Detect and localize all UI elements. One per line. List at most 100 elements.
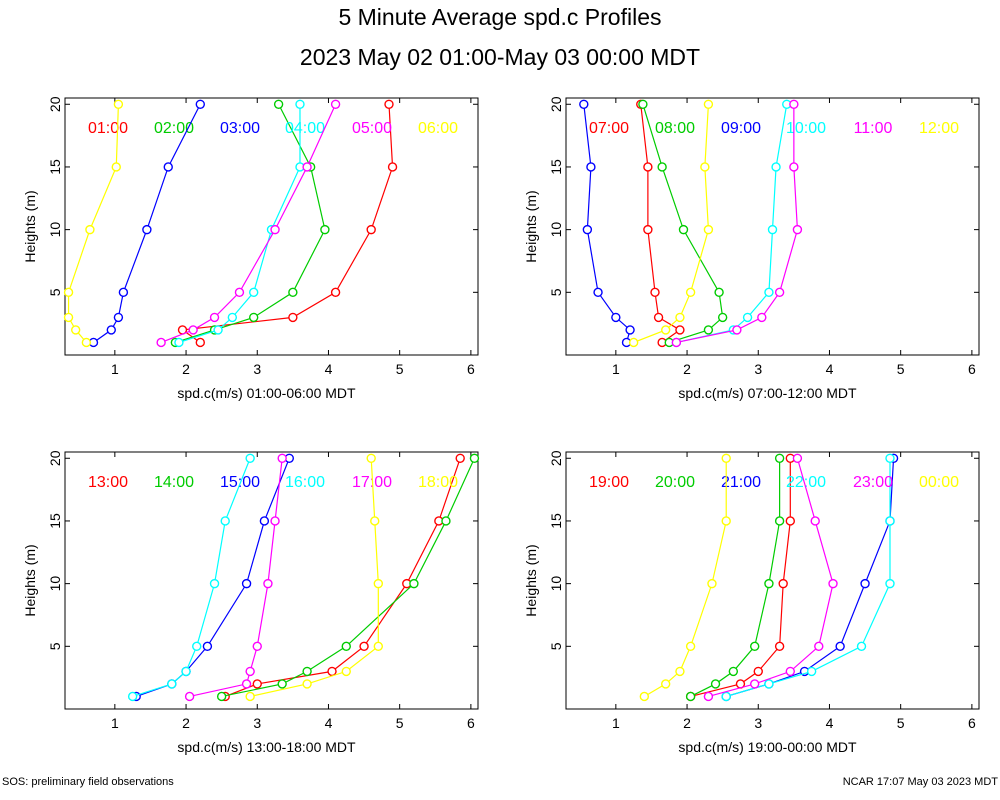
- data-point: [270, 224, 280, 235]
- y-tick-label: 5: [47, 288, 63, 296]
- x-axis-label: spd.c(m/s) 07:00-12:00 MDT: [678, 385, 857, 401]
- data-point: [638, 99, 648, 109]
- series-line: [708, 458, 834, 698]
- legend-entry: 09:00: [721, 120, 761, 137]
- data-point: [195, 337, 205, 348]
- series-0300: 03:00: [88, 99, 260, 348]
- data-point: [789, 99, 799, 109]
- x-tick-label: 4: [826, 361, 834, 377]
- data-point: [188, 325, 198, 335]
- data-point: [330, 287, 341, 298]
- y-tick-label: 20: [548, 450, 564, 466]
- data-point: [277, 679, 287, 689]
- data-point: [586, 162, 596, 172]
- data-point: [814, 641, 824, 652]
- data-point: [625, 325, 635, 335]
- legend-entry: 21:00: [721, 474, 761, 491]
- x-tick-label: 6: [467, 715, 475, 731]
- data-point: [885, 453, 895, 463]
- series-1400: 14:00: [154, 453, 480, 702]
- data-point: [209, 312, 220, 323]
- series-1700: 17:00: [184, 453, 392, 702]
- data-point: [195, 99, 205, 109]
- data-point: [330, 99, 341, 109]
- data-point: [341, 641, 351, 652]
- x-axis-label: spd.c(m/s) 01:00-06:00 MDT: [177, 385, 356, 401]
- x-tick-label: 5: [897, 361, 905, 377]
- data-point: [241, 679, 252, 689]
- data-point: [700, 162, 710, 172]
- data-point: [828, 578, 838, 589]
- series-1800: 18:00: [245, 453, 458, 702]
- series-0700: 07:00: [589, 99, 685, 348]
- data-point: [118, 287, 129, 298]
- legend-entry: 14:00: [154, 474, 194, 491]
- x-tick-label: 3: [754, 715, 762, 731]
- data-point: [675, 312, 685, 323]
- data-point: [885, 578, 895, 589]
- data-point: [288, 312, 298, 323]
- y-tick-label: 5: [548, 288, 564, 296]
- data-point: [778, 578, 788, 589]
- data-point: [209, 578, 220, 589]
- data-point: [678, 224, 689, 235]
- x-tick-label: 1: [612, 715, 620, 731]
- data-point: [728, 666, 739, 677]
- data-point: [252, 679, 262, 689]
- chart-subtitle: 2023 May 02 01:00-May 03 00:00 MDT: [299, 44, 701, 70]
- x-tick-label: 5: [396, 361, 404, 377]
- data-point: [277, 453, 287, 463]
- x-tick-label: 2: [683, 715, 691, 731]
- series-2000: 20:00: [655, 453, 785, 702]
- y-tick-label: 15: [548, 159, 564, 175]
- plot-frame: [565, 97, 980, 356]
- series-1100: 11:00: [671, 99, 893, 348]
- data-point: [302, 162, 312, 172]
- series-0800: 08:00: [638, 99, 728, 348]
- data-point: [259, 516, 270, 526]
- data-point: [703, 691, 714, 702]
- data-point: [192, 641, 202, 652]
- data-point: [111, 162, 121, 172]
- legend-entry: 03:00: [220, 120, 260, 137]
- data-point: [245, 453, 255, 463]
- data-point: [373, 578, 384, 589]
- data-point: [660, 679, 671, 689]
- legend-entry: 19:00: [589, 474, 629, 491]
- series-line: [132, 458, 251, 698]
- chart-panel-2: 1 2 3 4 5 6 5 10 15 20 spd.c(m/s) 07:00-12:00 MDT H…: [523, 96, 980, 401]
- data-point: [675, 666, 685, 677]
- legend-entry: 20:00: [655, 474, 695, 491]
- x-tick-label: 2: [182, 361, 190, 377]
- footer-note: SOS: preliminary field observations: [2, 776, 174, 788]
- series-line: [175, 103, 326, 344]
- data-point: [248, 287, 259, 298]
- data-point: [387, 162, 398, 172]
- data-point: [248, 312, 259, 323]
- data-point: [579, 99, 589, 109]
- data-point: [359, 641, 369, 652]
- series-line: [690, 458, 791, 698]
- y-tick-label: 20: [47, 96, 63, 112]
- data-point: [181, 666, 191, 677]
- x-tick-label: 3: [253, 361, 261, 377]
- data-point: [675, 325, 685, 335]
- data-point: [764, 287, 774, 298]
- data-point: [295, 99, 305, 109]
- data-point: [63, 287, 74, 298]
- series-1000: 10:00: [671, 99, 826, 348]
- x-tick-label: 1: [111, 715, 119, 731]
- data-point: [764, 578, 774, 589]
- data-point: [327, 666, 337, 677]
- legend-entry: 00:00: [919, 474, 959, 491]
- data-point: [241, 578, 252, 589]
- data-point: [384, 99, 394, 109]
- data-point: [370, 516, 380, 526]
- series-line: [676, 104, 788, 344]
- data-point: [749, 641, 760, 652]
- chart-panel-1: 1 2 3 4 5 6 5 10 15 20 spd.c(m/s) 01:00-06:00 MDT H…: [22, 96, 479, 401]
- data-point: [856, 641, 867, 652]
- data-point: [234, 287, 245, 298]
- series-line: [640, 104, 682, 343]
- data-point: [774, 516, 785, 526]
